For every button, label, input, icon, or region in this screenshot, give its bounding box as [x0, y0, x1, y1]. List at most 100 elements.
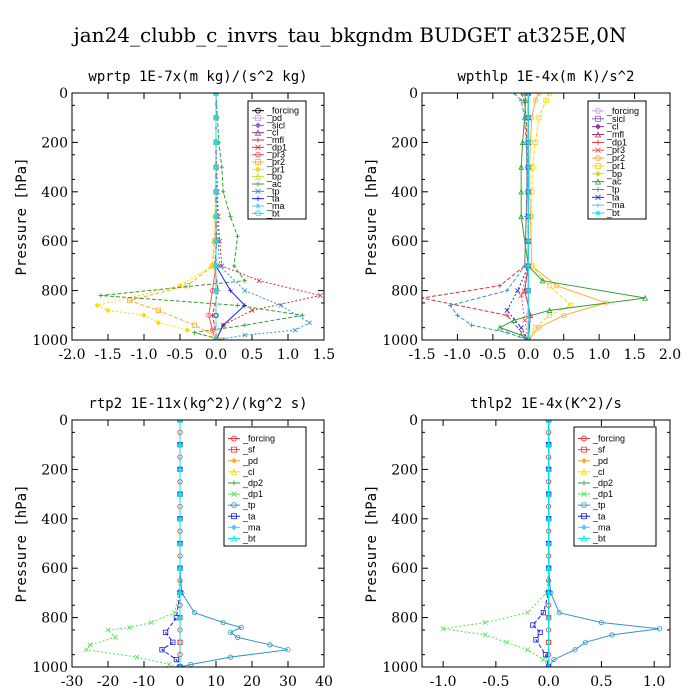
panel-3: rtp2 1E-11x(kg^2)/(kg^2 s) Pressure [hPa]…: [14, 396, 333, 690]
legend-entry: _forcing: [578, 434, 625, 444]
series-marker: [148, 620, 154, 626]
legend-marker: [255, 144, 261, 151]
legend-label: _ac: [606, 177, 622, 187]
series-marker: [518, 213, 525, 220]
legend-marker: [254, 129, 262, 136]
legend-label: _bp: [606, 169, 622, 179]
series-marker: [497, 324, 503, 331]
series-marker: [526, 239, 531, 244]
x-tick-label: 1.0: [643, 674, 665, 690]
legend-entry: _pd: [252, 113, 282, 123]
y-axis-label: Pressure [hPa]: [14, 484, 30, 602]
legend-marker: [595, 202, 601, 208]
y-axis-label: Pressure [hPa]: [364, 484, 380, 602]
legend-marker: [255, 203, 261, 209]
series-marker: [166, 662, 172, 667]
series-line: [443, 420, 550, 667]
series-marker: [504, 313, 510, 318]
x-tick-label: 1.5: [623, 347, 645, 363]
series-marker: [213, 139, 219, 145]
series-marker: [191, 322, 197, 328]
y-tick-label: 0: [409, 86, 418, 102]
x-tick-label: 1.0: [277, 347, 299, 363]
series-marker: [455, 313, 460, 318]
legend-marker: [231, 457, 237, 464]
legend-marker: [231, 524, 237, 531]
panel-1: wprtp 1E-7x(m kg)/(s^2 kg) Pressure [hPa]…: [14, 69, 335, 363]
series-marker: [532, 97, 538, 104]
legend-marker: [255, 166, 261, 173]
y-tick-label: 400: [41, 185, 68, 201]
series-marker: [242, 322, 247, 328]
legend-entry: _tp: [252, 186, 280, 196]
legend-entry: _bp: [252, 172, 282, 182]
x-tick-label: -1.0: [131, 347, 158, 363]
panel-title: wprtp 1E-7x(m kg)/(s^2 kg): [88, 69, 307, 85]
series-marker: [545, 466, 552, 473]
legend-label: _ac: [266, 179, 282, 189]
legend-label: _tp: [242, 500, 256, 510]
series-marker: [448, 303, 453, 308]
y-tick-label: 200: [41, 462, 68, 478]
plot-frame: [421, 92, 671, 341]
x-tick-label: 0.5: [553, 347, 575, 363]
series-line: [422, 93, 529, 340]
legend-label: _ma: [592, 522, 611, 532]
series-marker: [519, 93, 524, 96]
legend-marker: [231, 480, 237, 486]
legend-entry: _cl: [578, 467, 605, 477]
series-marker: [511, 317, 517, 323]
series-marker: [213, 213, 219, 220]
legend-label: _dp2: [592, 478, 613, 488]
legend-entry: _dp2: [578, 478, 613, 488]
series-marker: [526, 189, 531, 194]
legend-marker: [595, 155, 601, 161]
y-tick-label: 1000: [382, 660, 418, 676]
series-marker: [242, 278, 247, 283]
y-tick-label: 600: [391, 234, 418, 250]
legend-label: _sicl: [266, 120, 285, 130]
series-marker: [572, 647, 578, 653]
legend-marker: [581, 457, 587, 464]
legend-entry: _ta: [592, 192, 620, 202]
legend-marker: [595, 187, 601, 192]
series-marker: [112, 634, 118, 640]
series-marker: [543, 97, 549, 104]
legend-label: _bt: [242, 533, 256, 543]
series-marker: [545, 540, 552, 547]
series-marker: [235, 634, 241, 640]
y-tick-label: 1000: [32, 660, 68, 676]
legend-marker: [255, 188, 261, 195]
series-marker: [242, 332, 248, 338]
series-marker: [285, 647, 291, 653]
legend-label: _ma: [266, 201, 285, 211]
series-marker: [504, 307, 510, 313]
series-marker: [242, 303, 247, 308]
legend-entry: _dp1: [252, 142, 287, 152]
series-marker: [532, 139, 538, 145]
y-tick-label: 0: [59, 86, 68, 102]
legend-entry: _pr2: [252, 157, 285, 167]
series-marker: [238, 624, 244, 631]
legend-entry: _pd: [228, 456, 258, 466]
legend-label: _tp: [266, 186, 280, 196]
legend-marker: [255, 181, 261, 187]
legend-entry: _sicl: [252, 120, 285, 130]
legend-marker: [595, 108, 601, 114]
series-marker: [94, 302, 100, 309]
series-marker: [511, 93, 517, 96]
y-tick-label: 1000: [382, 333, 418, 349]
series-marker: [127, 624, 133, 630]
series-marker: [522, 97, 529, 104]
legend-entry: _forcing: [252, 106, 299, 116]
x-tick-label: 2.0: [659, 347, 681, 363]
legend-entry: _ta: [578, 511, 606, 521]
x-tick-label: -1.0: [444, 347, 471, 363]
legend-entry: _dp2: [228, 478, 263, 488]
legend-label: _bt: [606, 208, 620, 218]
series-marker: [519, 98, 524, 103]
legend-label: _mfl: [266, 135, 284, 145]
legend-label: _dp1: [606, 137, 627, 147]
legend-label: _sicl: [606, 114, 625, 124]
series-marker: [256, 278, 262, 284]
